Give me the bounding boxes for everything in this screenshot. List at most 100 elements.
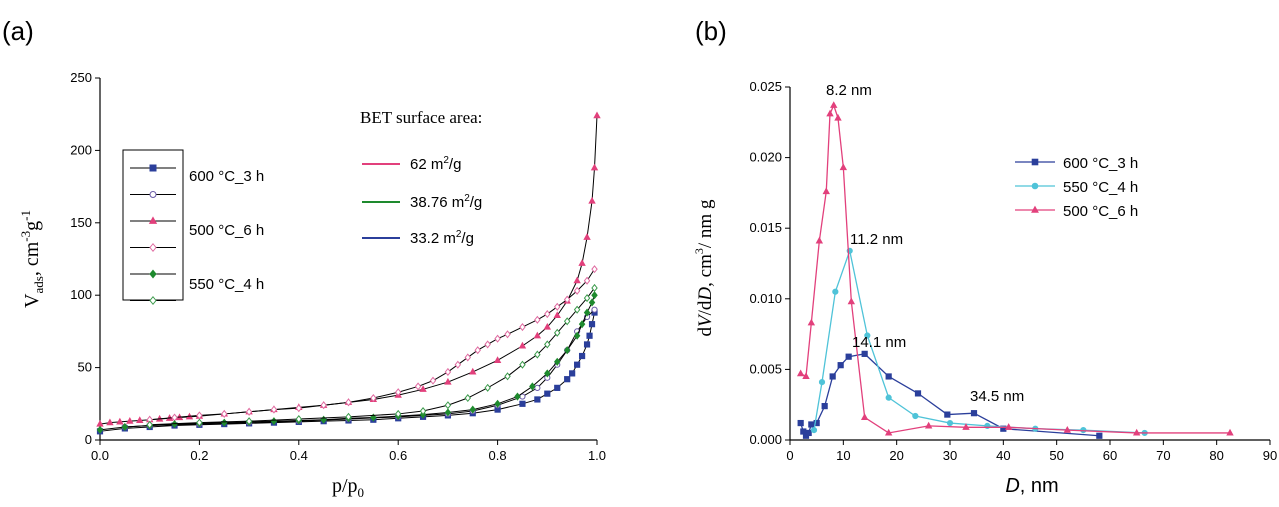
series-b-point	[1004, 423, 1013, 430]
series-b-point	[837, 362, 844, 369]
series-a-point	[544, 309, 551, 319]
series-a-point	[519, 360, 526, 369]
series-a-point	[553, 328, 561, 337]
series-a-point	[529, 382, 536, 391]
series-a-point	[591, 291, 598, 300]
series-b-point	[808, 421, 815, 428]
series-b-point	[834, 113, 842, 121]
series-a-point	[464, 393, 472, 403]
a-y-tick-label: 100	[70, 287, 92, 302]
series-a-point	[136, 416, 144, 424]
series-b-point	[807, 318, 816, 326]
series-a-point	[583, 341, 591, 348]
series-b-point	[1226, 428, 1234, 436]
series-a-point	[553, 357, 561, 366]
series-a-point	[588, 298, 596, 307]
series-a-point	[583, 276, 591, 285]
series-a-point	[270, 405, 278, 414]
b-x-tick-label: 30	[943, 448, 957, 463]
series-a-point	[484, 340, 491, 349]
legend-a-marker	[149, 295, 157, 306]
b-x-tick-label: 10	[836, 448, 850, 463]
series-a-point	[454, 360, 462, 369]
a-x-tick-label: 0.4	[290, 448, 308, 463]
series-a-point	[221, 409, 228, 418]
b-y-tick-label: 0.015	[749, 220, 782, 235]
b-y-tick-label: 0.010	[749, 291, 782, 306]
bet-value-33: 33.2 m2/g	[410, 229, 474, 247]
legend-b-marker	[1031, 182, 1039, 190]
series-a-point	[588, 196, 596, 204]
series-b-point	[912, 412, 919, 420]
b-x-tick-label: 60	[1103, 448, 1117, 463]
series-a-point	[106, 418, 114, 426]
series-b-point	[884, 428, 893, 436]
series-b-point	[861, 350, 868, 357]
series-a-point	[419, 385, 427, 392]
series-a-point	[543, 322, 552, 330]
series-b-point	[1096, 432, 1103, 439]
series-a-point	[586, 332, 593, 339]
series-a-point	[583, 308, 591, 317]
series-a-point	[519, 323, 526, 332]
series-a-point	[370, 393, 377, 403]
series-a-point	[295, 404, 303, 413]
series-b-point	[1132, 428, 1141, 436]
chart-a: 0.0 0.2 0.4 0.6 0.8 1.0 0 50 100 150 200 250 p/p0 V…	[18, 70, 606, 500]
series-b-point	[1063, 425, 1072, 433]
series-a-point	[591, 306, 598, 313]
annotation-34-5nm: 34.5 nm	[970, 388, 1024, 405]
series-b-point	[826, 109, 834, 117]
a-y-tick-label: 150	[70, 215, 92, 230]
x-axis-title-a: p/p0	[332, 475, 364, 500]
series-a-point	[544, 369, 551, 378]
series-a-point	[553, 311, 561, 319]
legend-b-marker	[1031, 205, 1039, 213]
series-a-point	[345, 412, 352, 421]
series-a-point	[320, 401, 327, 410]
series-a-point	[593, 111, 601, 119]
series-b-point	[885, 373, 892, 380]
annotation-11-2nm: 11.2 nm	[850, 231, 903, 248]
series-a-point	[504, 372, 511, 381]
series-a-point	[345, 398, 352, 407]
series-a-point	[394, 388, 402, 397]
series-b-point	[885, 394, 892, 401]
legend-a: 600 °C_3 h 500 °C_6 h 550 °C_4 h	[122, 149, 264, 306]
series-a-point	[590, 163, 599, 171]
x-axis-title-b: D, nm	[1005, 475, 1058, 497]
series-a-point	[245, 417, 253, 426]
series-b-point	[924, 421, 933, 429]
series-a-point	[444, 408, 452, 417]
series-b-point	[944, 411, 951, 418]
series-a-line-5	[149, 287, 595, 426]
series-a-point	[295, 414, 303, 424]
series-a-point	[583, 233, 591, 240]
series-a-point	[591, 283, 598, 293]
series-a-point	[504, 330, 511, 339]
series-a-point	[494, 399, 501, 408]
series-b-point	[805, 429, 812, 437]
series-a-point	[429, 376, 437, 385]
series-a-point	[320, 415, 327, 424]
series-a-point	[591, 265, 598, 274]
series-a-line-3	[149, 268, 595, 421]
b-x-tick-label: 70	[1156, 448, 1170, 463]
a-x-tick-label: 0.8	[489, 448, 507, 463]
series-a-point	[588, 321, 596, 328]
series-a-point	[573, 331, 581, 340]
series-a-point	[534, 350, 541, 359]
series-b-point	[815, 236, 824, 244]
bet-value-38: 38.76 m2/g	[410, 193, 482, 211]
series-a-point	[573, 276, 581, 284]
series-a-point	[563, 346, 571, 355]
a-y-tick-label: 0	[85, 432, 92, 447]
series-a-point	[563, 295, 571, 304]
b-y-tick-label: 0.025	[749, 79, 782, 94]
a-x-tick-label: 0.6	[389, 448, 407, 463]
series-b-point	[864, 332, 871, 339]
series-a-line-0	[99, 312, 596, 432]
series-a-point	[519, 400, 526, 407]
series-a-point	[578, 259, 586, 266]
